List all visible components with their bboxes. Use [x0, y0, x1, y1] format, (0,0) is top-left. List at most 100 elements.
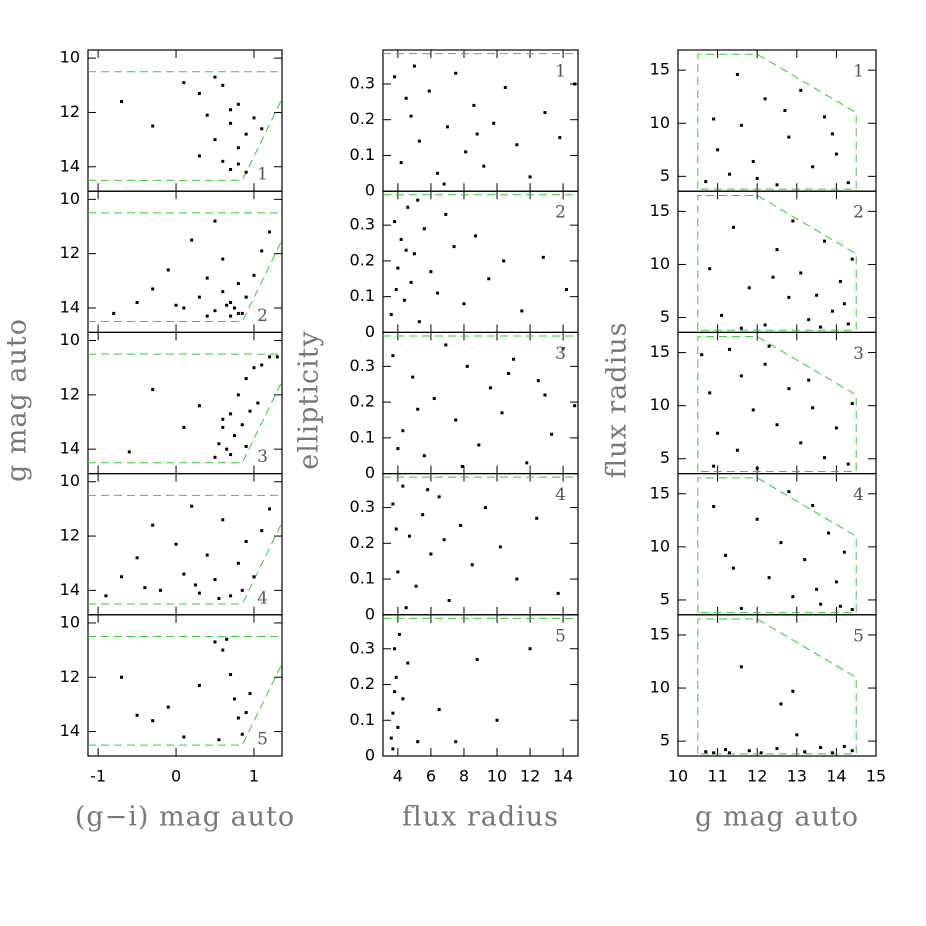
y-tick-label: 0.3 [350, 215, 375, 234]
data-point [811, 503, 815, 507]
data-point [712, 464, 716, 468]
data-point [240, 732, 244, 736]
panel-frame [87, 473, 283, 616]
data-point [500, 411, 504, 415]
data-point [444, 212, 448, 216]
data-point [217, 597, 221, 601]
y-tick-label: 10 [650, 678, 670, 697]
data-point [475, 657, 479, 661]
data-point [190, 238, 194, 242]
x-tick-label: 15 [866, 767, 886, 786]
data-point [197, 404, 201, 408]
panel-frame [87, 331, 283, 475]
data-point [842, 550, 846, 554]
data-point [482, 164, 486, 168]
data-point [213, 455, 217, 459]
data-point [799, 441, 803, 445]
data-point [427, 89, 431, 93]
data-point [507, 372, 511, 376]
data-point [787, 387, 791, 391]
data-point [842, 302, 846, 306]
data-point [464, 150, 468, 154]
data-point [429, 552, 433, 556]
data-point [260, 529, 264, 533]
data-point [823, 115, 827, 119]
data-point [556, 591, 560, 595]
panel-label: 2 [853, 203, 864, 223]
data-point [454, 71, 458, 75]
selection-boundary [697, 618, 857, 755]
data-point [268, 507, 272, 511]
data-point [472, 103, 476, 107]
data-point [244, 539, 248, 543]
data-point [197, 154, 201, 158]
data-point [416, 740, 420, 744]
data-point [442, 182, 446, 186]
panel-frame [677, 49, 877, 192]
data-point [503, 86, 507, 90]
y-tick-label: 10 [650, 113, 670, 132]
data-point [406, 205, 410, 209]
data-point [221, 425, 225, 429]
data-point [775, 183, 779, 187]
data-point [787, 490, 791, 494]
data-point [462, 302, 466, 306]
data-point [811, 406, 815, 410]
x-tick-label: 0 [171, 767, 181, 786]
data-point [205, 553, 209, 557]
data-point [213, 138, 217, 142]
data-point [394, 527, 398, 531]
data-point [396, 266, 400, 270]
y-tick-label: 0.3 [350, 497, 375, 516]
data-point [252, 575, 256, 579]
data-point [401, 697, 405, 701]
data-point [197, 295, 201, 299]
panel-label: 5 [555, 626, 566, 646]
data-point [727, 751, 731, 755]
data-point [779, 541, 783, 545]
y-axis-label: ellipticity [294, 330, 325, 470]
y-tick-label: 0.3 [350, 638, 375, 657]
data-point [396, 447, 400, 451]
data-point [791, 595, 795, 599]
data-point [398, 632, 402, 636]
data-point [414, 584, 418, 588]
data-point [213, 219, 217, 223]
data-point [151, 523, 155, 527]
panel-frame [677, 190, 877, 333]
data-point [412, 252, 416, 256]
data-point [404, 96, 408, 100]
panel-label: 3 [555, 344, 566, 364]
y-tick-label: 14 [60, 439, 80, 458]
x-tick-label: 8 [459, 767, 469, 786]
data-point [221, 257, 225, 261]
x-axis-label: flux radius [402, 802, 559, 833]
panel-frame [382, 190, 579, 333]
data-point [135, 556, 139, 560]
data-point [558, 136, 562, 140]
data-point [236, 282, 240, 286]
y-tick-label: 12 [60, 384, 80, 403]
data-point [236, 716, 240, 720]
y-tick-label: 0.3 [350, 73, 375, 92]
data-point [248, 692, 252, 696]
data-point [436, 171, 440, 175]
panel-frame [382, 614, 579, 757]
data-point [120, 100, 124, 104]
data-point [775, 248, 779, 252]
panel-frame [677, 473, 877, 616]
data-point [229, 453, 233, 457]
y-tick-label: 0.1 [350, 569, 375, 588]
data-point [561, 346, 565, 350]
y-tick-label: 0.2 [350, 392, 375, 411]
data-point [135, 713, 139, 717]
data-point [787, 135, 791, 139]
data-point [700, 353, 704, 357]
data-point [417, 320, 421, 324]
data-point [543, 393, 547, 397]
data-point [739, 326, 743, 330]
x-axis-label: (g−i) mag auto [75, 802, 295, 833]
data-point [739, 606, 743, 610]
data-point [399, 161, 403, 165]
